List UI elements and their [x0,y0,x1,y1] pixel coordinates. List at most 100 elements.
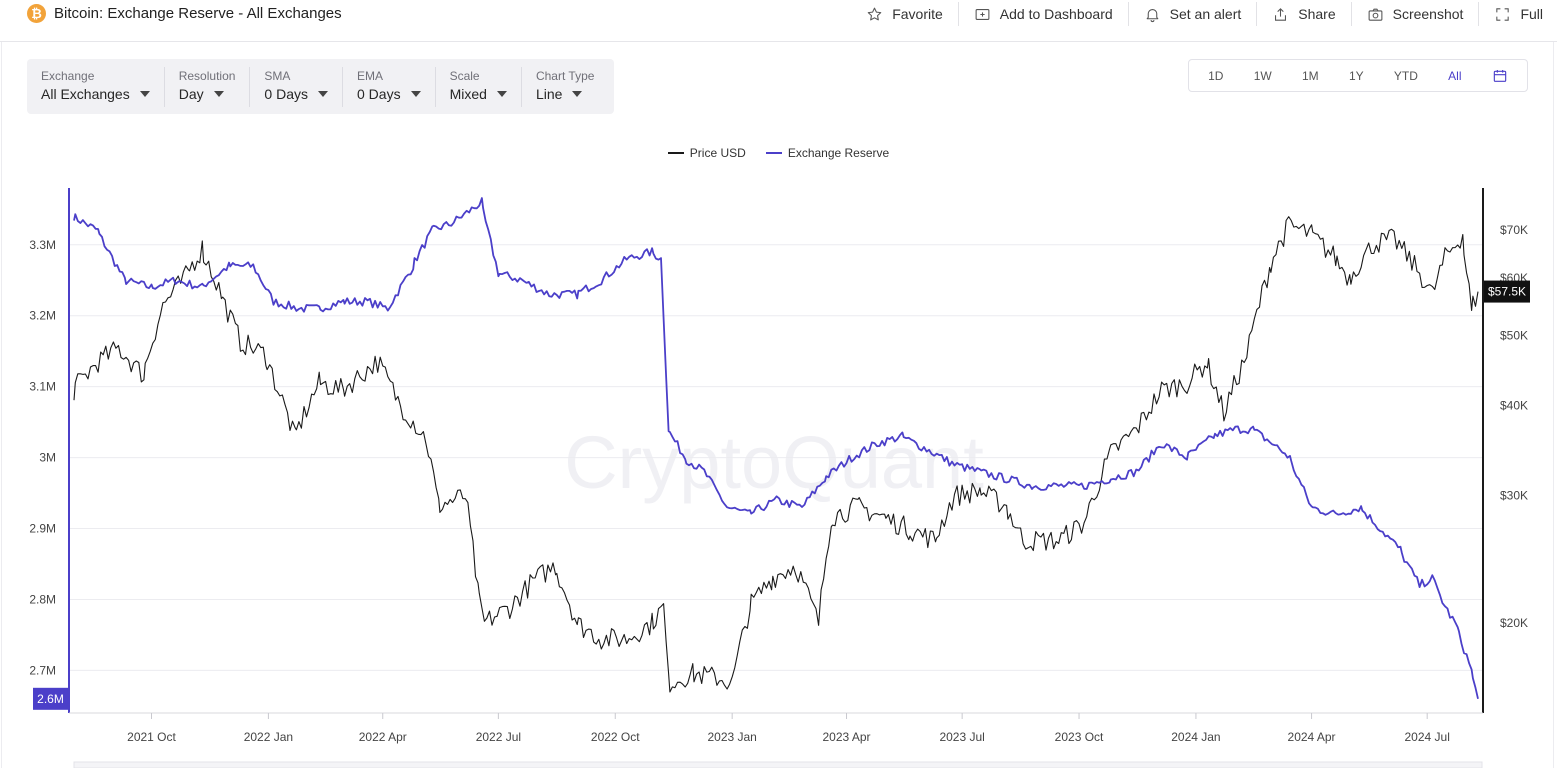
screenshot-label: Screenshot [1392,6,1464,22]
dashboard-add-icon [975,8,990,20]
x-tick-label: 2022 Jan [244,730,293,744]
add-to-dashboard-label: Add to Dashboard [999,6,1113,22]
reserve-last-value-tag [33,687,68,710]
fullscreen-icon [1496,7,1510,21]
exchange-select[interactable]: Exchange All Exchanges [27,66,165,107]
watermark: CryptoQuant [564,421,984,504]
range-1m-button[interactable]: 1M [1302,68,1319,83]
resolution-select[interactable]: Resolution Day [165,66,251,107]
legend-label-reserve: Exchange Reserve [787,146,890,160]
left-tick-label: 3M [39,451,56,465]
price-last-value-label: $57.5K [1488,285,1526,299]
exchange-select-value: All Exchanges [41,85,130,102]
header-bar: ₿ Bitcoin: Exchange Reserve - All Exchan… [0,0,1557,42]
star-icon [867,7,882,20]
panel-border-left [1,42,2,768]
resolution-select-value: Day [178,85,204,102]
scale-select[interactable]: Scale Mixed [436,66,522,107]
chart-legend: Price USD Exchange Reserve [0,146,1557,160]
ema-select[interactable]: EMA 0 Days [343,66,436,107]
chart-type-select-label: Chart Type [535,68,595,83]
legend-item-reserve[interactable]: Exchange Reserve [765,146,890,160]
legend-item-price[interactable]: Price USD [667,146,746,160]
range-1d-button[interactable]: 1D [1208,68,1224,83]
x-tick-label: 2023 Oct [1055,730,1104,744]
price-usd-line [73,216,1479,693]
sma-select[interactable]: SMA 0 Days [250,66,343,107]
ema-select-value: 0 Days [357,85,401,102]
left-tick-label: 3.3M [29,238,56,252]
legend-swatch-reserve [765,152,782,154]
header-actions: Favorite Add to Dashboard Set an alert S… [851,0,1543,28]
share-icon [1275,7,1287,21]
left-tick-label: 3.1M [29,380,56,394]
exchange-select-label: Exchange [41,68,95,83]
exchange-reserve-line [73,197,1479,699]
chart-type-select-value: Line [535,85,563,102]
range-1w-button[interactable]: 1W [1253,68,1272,83]
chevron-down-icon [496,90,507,97]
x-tick-label: 2024 Jul [1404,730,1449,744]
left-tick-label: 2.9M [29,522,56,536]
chart-controls: Exchange All Exchanges Resolution Day SM… [27,59,614,114]
right-tick-label: $40K [1500,398,1528,412]
range-selector: 1D 1W 1M 1Y YTD All [1188,59,1528,92]
chevron-down-icon [572,90,583,97]
x-tick-label: 2021 Oct [127,730,176,744]
price-last-value-tag [1484,280,1530,303]
resolution-select-label: Resolution [178,68,236,83]
x-tick-label: 2023 Apr [822,730,870,744]
share-label: Share [1298,6,1336,22]
fullscreen-button[interactable]: Full [1479,2,1543,26]
screenshot-button[interactable]: Screenshot [1352,2,1480,26]
range-all-button[interactable]: All [1448,68,1462,83]
camera-icon [1368,8,1383,21]
x-tick-label: 2022 Oct [591,730,640,744]
right-tick-label: $50K [1500,328,1528,342]
x-tick-label: 2023 Jan [707,730,756,744]
chevron-down-icon [213,90,224,97]
bitcoin-icon: ₿ [27,4,46,23]
scale-select-value: Mixed [449,85,487,102]
add-to-dashboard-button[interactable]: Add to Dashboard [959,2,1129,26]
panel-border-right [1553,42,1554,768]
bell-icon [1146,8,1158,22]
x-tick-label: 2023 Jul [939,730,984,744]
left-tick-label: 2.7M [29,663,56,677]
ema-select-label: EMA [357,68,384,83]
range-ytd-button[interactable]: YTD [1393,68,1418,83]
reserve-last-value-label: 2.6M [37,692,64,706]
axes: 3.3M3.2M3.1M3M2.9M2.8M2.7M$70K$60K$50K$4… [29,188,1530,744]
x-tick-label: 2022 Apr [359,730,407,744]
calendar-icon [1493,69,1506,82]
favorite-button[interactable]: Favorite [851,2,959,26]
left-tick-label: 2.8M [29,592,56,606]
fullscreen-label: Full [1520,6,1543,22]
set-alert-button[interactable]: Set an alert [1129,2,1258,26]
series-layer [73,197,1479,699]
legend-swatch-price [667,152,684,154]
legend-label-price: Price USD [689,146,746,160]
sma-select-value: 0 Days [264,85,308,102]
sma-select-label: SMA [264,68,291,83]
x-tick-label: 2024 Apr [1288,730,1336,744]
chevron-down-icon [318,90,328,97]
share-button[interactable]: Share [1257,2,1352,26]
favorite-label: Favorite [892,6,943,22]
navigator-strip[interactable] [73,761,1483,768]
scale-select-label: Scale [449,68,480,83]
left-tick-label: 3.2M [29,309,56,323]
right-tick-label: $30K [1500,489,1528,503]
right-tick-label: $20K [1500,616,1528,630]
right-tick-label: $70K [1500,223,1528,237]
set-alert-label: Set an alert [1169,6,1242,22]
range-1y-button[interactable]: 1Y [1348,68,1364,83]
x-tick-label: 2024 Jan [1171,730,1220,744]
gridlines [69,244,1483,671]
chevron-down-icon [410,90,421,97]
x-tick-label: 2022 Jul [476,730,521,744]
chart-type-select[interactable]: Chart Type Line [522,67,608,107]
date-range-button[interactable] [1486,64,1514,88]
chevron-down-icon [139,90,150,97]
